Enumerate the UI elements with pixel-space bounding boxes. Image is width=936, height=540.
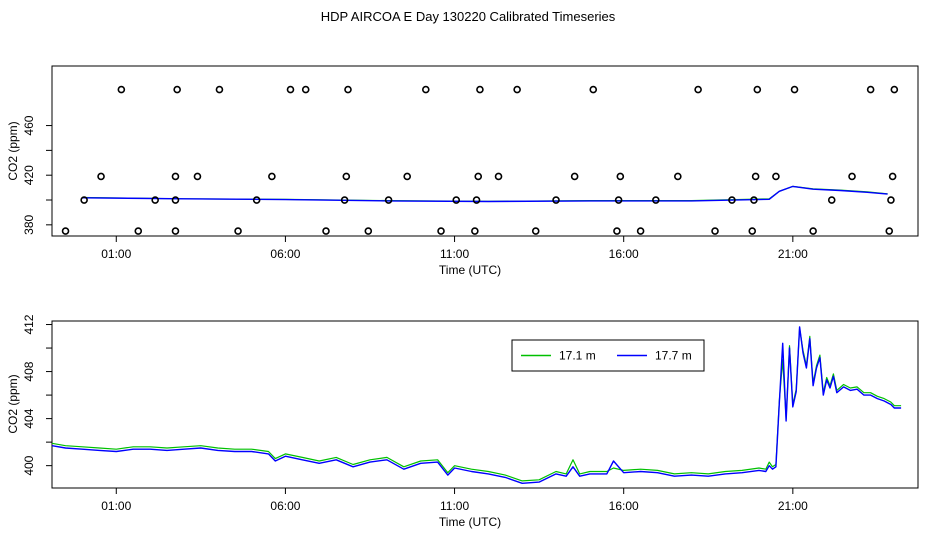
data-point [513, 85, 521, 94]
data-point [268, 172, 276, 181]
data-point [476, 85, 484, 94]
data-point [866, 85, 875, 94]
data-point [344, 85, 352, 94]
data-point [215, 85, 224, 94]
data-point [748, 227, 757, 235]
panel-2: 01:00 06:00 11:00 16:00 21:00 Time (UTC) 400 40… [6, 314, 919, 529]
y-tick-label: 404 [22, 408, 36, 428]
data-point [171, 172, 180, 181]
series-line-2 [82, 185, 888, 203]
data-point [286, 85, 295, 94]
data-point [751, 172, 760, 181]
series-line-2 [52, 326, 902, 484]
data-point [652, 196, 660, 204]
series-line-1 [52, 327, 902, 482]
data-point [117, 85, 126, 94]
x-tick-label: 01:00 [101, 499, 131, 513]
data-point [403, 172, 411, 181]
x-tick-label: 11:00 [440, 247, 469, 261]
data-point [437, 227, 445, 235]
data-point [173, 85, 181, 94]
x-axis-label: Time (UTC) [439, 263, 501, 277]
x-tick-label: 11:00 [440, 499, 469, 513]
panel-1: 01:00 06:00 11:00 16:00 21:00 Time (UTC) 380 42… [6, 65, 919, 277]
y-tick-label: 408 [22, 361, 36, 381]
data-point [474, 172, 483, 181]
data-point [364, 227, 373, 235]
data-point [301, 85, 310, 94]
y-tick-label: 460 [22, 115, 36, 135]
data-point [890, 85, 899, 94]
data-point [252, 196, 261, 204]
data-point [134, 227, 143, 235]
data-point [342, 172, 351, 181]
data-point [193, 172, 202, 181]
data-point [61, 227, 70, 235]
y-tick-label: 400 [22, 455, 36, 475]
data-point [97, 172, 105, 181]
plot-frame [51, 65, 919, 237]
data-point [885, 227, 894, 235]
data-point [790, 85, 799, 94]
data-point [772, 172, 780, 181]
x-tick-label: 06:00 [270, 247, 300, 261]
x-tick-label: 21:00 [778, 247, 808, 261]
x-tick-label: 06:00 [270, 499, 300, 513]
y-axis-label: CO2 (ppm) [6, 374, 20, 433]
data-point [472, 196, 481, 204]
data-point [151, 196, 159, 204]
legend-label: 17.1 m [559, 349, 596, 363]
y-tick-label: 420 [22, 165, 36, 185]
legend-label: 17.7 m [655, 349, 692, 363]
data-point [552, 196, 560, 204]
x-tick-label: 01:00 [101, 247, 131, 261]
data-point [322, 227, 330, 235]
y-tick-label: 380 [22, 215, 36, 235]
y-tick-label: 412 [22, 314, 36, 334]
data-point [616, 172, 625, 181]
data-point [570, 172, 579, 181]
data-point [494, 172, 503, 181]
data-point [171, 196, 180, 204]
data-point [711, 227, 719, 235]
data-point [531, 227, 540, 235]
figure-title: HDP AIRCOA E Day 130220 Calibrated Times… [320, 9, 616, 24]
data-point [848, 172, 856, 181]
data-point [589, 85, 598, 94]
data-point [809, 227, 817, 235]
data-point [384, 196, 393, 204]
data-point [80, 196, 88, 204]
data-point [452, 196, 461, 204]
data-point [234, 227, 242, 235]
data-point [674, 172, 682, 181]
data-point [614, 196, 623, 204]
data-point [888, 172, 897, 181]
data-point [613, 227, 621, 235]
data-point [636, 227, 645, 235]
plot-area [82, 185, 888, 203]
y-axis-label: CO2 (ppm) [6, 121, 20, 180]
x-tick-label: 16:00 [609, 247, 639, 261]
plot-area [52, 326, 902, 484]
data-point [171, 227, 180, 235]
x-tick-label: 21:00 [778, 499, 808, 513]
legend: 17.1 m 17.7 m [511, 339, 705, 372]
x-axis-label: Time (UTC) [439, 515, 501, 529]
data-point [422, 85, 430, 94]
data-point [340, 196, 349, 204]
data-point [694, 85, 702, 94]
data-point [471, 227, 479, 235]
data-point [728, 196, 736, 204]
data-point [887, 196, 895, 204]
data-point [750, 196, 758, 204]
data-point [753, 85, 762, 94]
data-point [827, 196, 836, 204]
plot-frame [51, 320, 919, 489]
x-tick-label: 16:00 [609, 499, 639, 513]
